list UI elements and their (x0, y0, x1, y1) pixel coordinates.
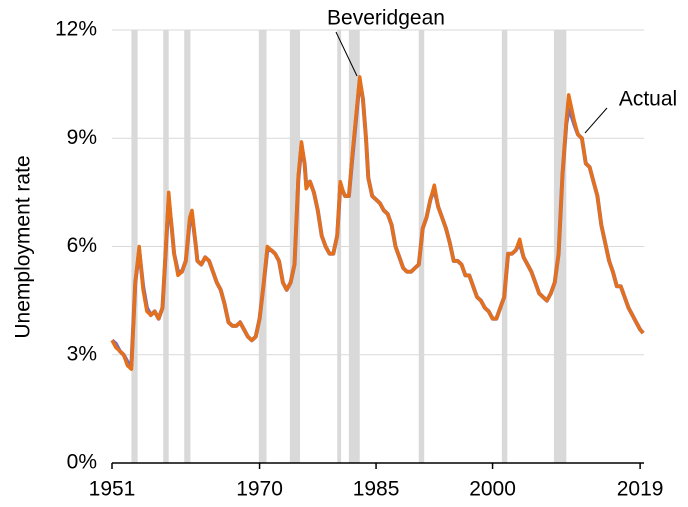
annotation: Actual (619, 88, 677, 111)
leader-line (584, 107, 608, 134)
annotation: Beveridgean (327, 7, 445, 30)
y-tick-label: 9% (67, 126, 97, 149)
series-line (110, 75, 645, 371)
y-tick-label: 12% (55, 18, 97, 41)
lines (110, 75, 645, 371)
x-tick-label: 2000 (469, 478, 516, 501)
y-tick-label: 0% (67, 451, 97, 474)
x-tick-label: 1970 (236, 478, 283, 501)
leader-line (335, 31, 358, 77)
x-tick-label: 1985 (353, 478, 400, 501)
x-tick-label: 2019 (617, 478, 664, 501)
y-axis-label: Unemployment rate (12, 155, 35, 338)
grid (111, 29, 644, 469)
y-tick-label: 3% (67, 342, 97, 365)
y-tick-label: 6% (67, 234, 97, 257)
x-tick-label: 1951 (89, 478, 136, 501)
